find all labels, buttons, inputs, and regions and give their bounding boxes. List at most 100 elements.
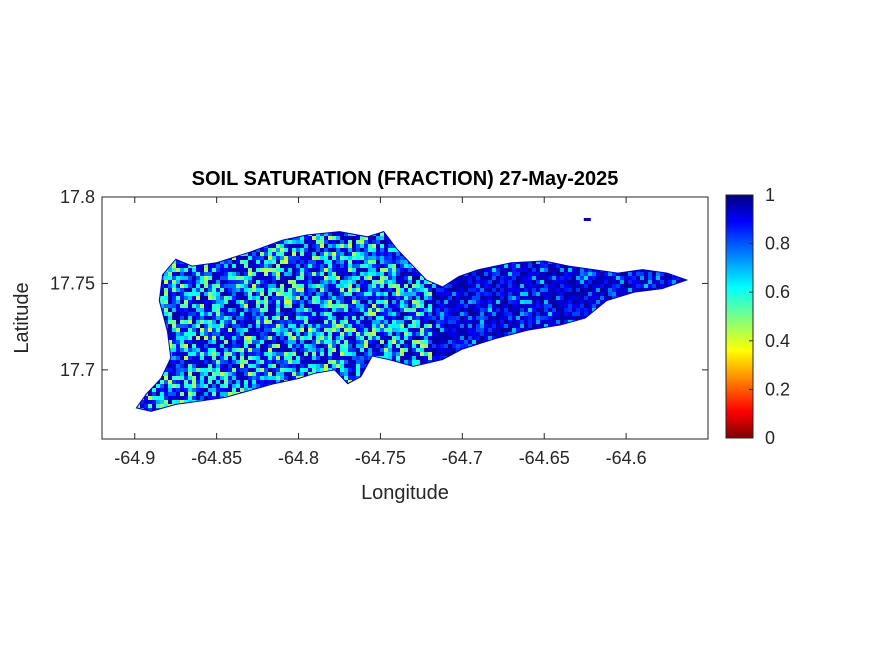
map-cell [480, 276, 484, 280]
map-cell [208, 300, 212, 304]
map-cell [512, 292, 516, 296]
map-cell [384, 352, 388, 356]
map-cell [588, 308, 592, 312]
map-cell [280, 284, 284, 288]
map-cell [548, 308, 552, 312]
map-cell [380, 304, 384, 308]
map-cell [452, 344, 456, 348]
map-cell [360, 352, 364, 356]
map-cell [236, 324, 240, 328]
map-cell [276, 344, 280, 348]
map-cell [328, 288, 332, 292]
map-cell [308, 244, 312, 248]
map-cell [380, 276, 384, 280]
map-cell [264, 332, 268, 336]
map-cell [168, 268, 172, 272]
map-cell [412, 280, 416, 284]
map-cell [496, 324, 500, 328]
map-cell [408, 332, 412, 336]
map-cell [356, 276, 360, 280]
map-cell [324, 288, 328, 292]
map-cell [380, 256, 384, 260]
map-cell [672, 280, 676, 284]
map-cell [372, 236, 376, 240]
map-cell [180, 344, 184, 348]
map-cell [168, 288, 172, 292]
map-cell [360, 240, 364, 244]
map-cell [220, 320, 224, 324]
map-cell [300, 356, 304, 360]
map-cell [220, 260, 224, 264]
map-cell [332, 268, 336, 272]
map-cell [244, 276, 248, 280]
map-cell [400, 300, 404, 304]
map-cell [436, 292, 440, 296]
map-cell [180, 276, 184, 280]
map-cell [584, 280, 588, 284]
map-cell [348, 268, 352, 272]
map-cell [280, 272, 284, 276]
map-cell [500, 292, 504, 296]
map-cell [492, 300, 496, 304]
map-cell [368, 324, 372, 328]
map-cell [312, 276, 316, 280]
map-cell [508, 280, 512, 284]
map-cell [316, 284, 320, 288]
map-cell [596, 272, 600, 276]
map-cell [232, 352, 236, 356]
map-cell [376, 304, 380, 308]
map-cell [328, 292, 332, 296]
map-cell [576, 316, 580, 320]
map-cell [296, 348, 300, 352]
map-cell [436, 296, 440, 300]
map-cell [192, 272, 196, 276]
map-cell [540, 312, 544, 316]
map-cell [164, 308, 168, 312]
map-cell [432, 296, 436, 300]
map-cell [292, 272, 296, 276]
map-cell [216, 284, 220, 288]
map-cell [468, 300, 472, 304]
map-cell [172, 352, 176, 356]
map-cell [524, 308, 528, 312]
map-cell [188, 340, 192, 344]
map-cell [280, 324, 284, 328]
map-cell [248, 256, 252, 260]
map-cell [264, 280, 268, 284]
map-cell [432, 308, 436, 312]
map-cell [420, 348, 424, 352]
map-cell [364, 324, 368, 328]
map-cell [272, 324, 276, 328]
map-cell [544, 276, 548, 280]
map-cell [304, 296, 308, 300]
map-cell [304, 264, 308, 268]
map-cell [204, 352, 208, 356]
map-cell [404, 316, 408, 320]
map-cell [348, 256, 352, 260]
map-cell [384, 284, 388, 288]
map-cell [412, 276, 416, 280]
map-cell [456, 308, 460, 312]
map-cell [480, 320, 484, 324]
map-cell [456, 340, 460, 344]
map-cell [200, 352, 204, 356]
map-cell [468, 292, 472, 296]
map-cell [288, 332, 292, 336]
map-cell [160, 284, 164, 288]
map-cell [444, 320, 448, 324]
map-cell [164, 292, 168, 296]
map-cell [264, 316, 268, 320]
map-cell [388, 252, 392, 256]
map-cell [400, 304, 404, 308]
map-cell [280, 240, 284, 244]
map-cell [232, 336, 236, 340]
map-cell [404, 260, 408, 264]
map-cell [476, 320, 480, 324]
map-cell [312, 344, 316, 348]
map-cell [372, 268, 376, 272]
map-cell [376, 252, 380, 256]
map-cell [580, 304, 584, 308]
map-cell [488, 272, 492, 276]
map-cell [304, 252, 308, 256]
map-cell [288, 344, 292, 348]
